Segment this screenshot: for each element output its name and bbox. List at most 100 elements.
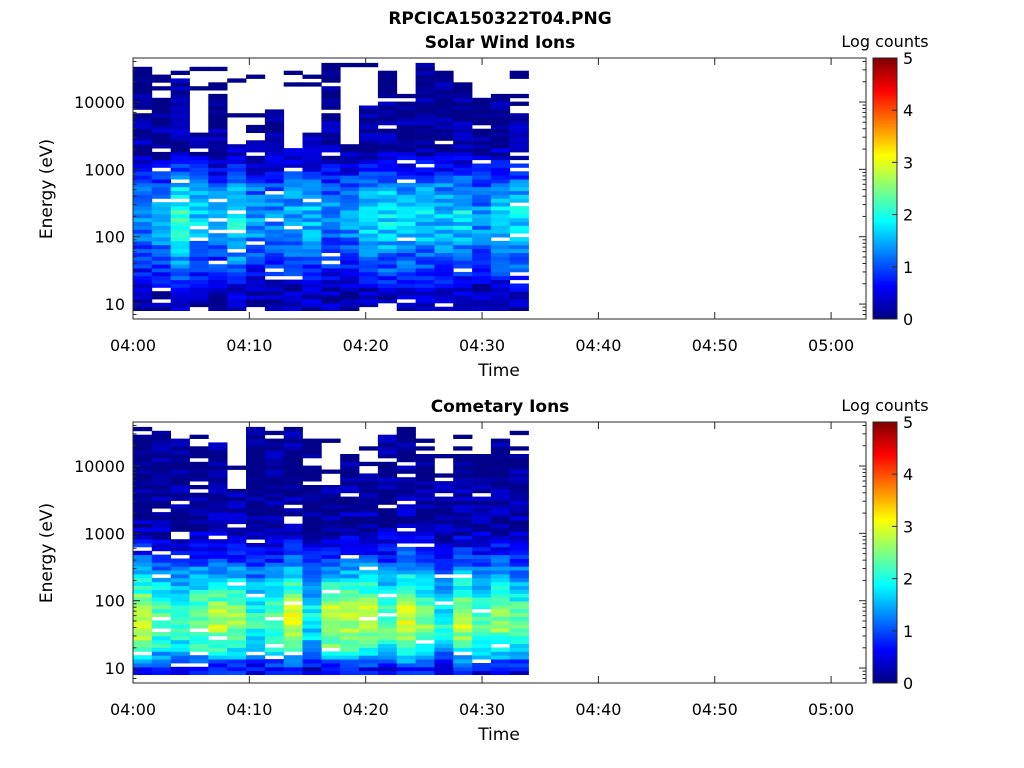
heatmap-cell	[302, 210, 322, 215]
heatmap-cell	[396, 167, 416, 172]
heatmap-cell	[283, 566, 303, 571]
heatmap-cell	[359, 639, 379, 645]
heatmap-cell	[189, 639, 209, 645]
heatmap-cell	[302, 179, 322, 184]
heatmap-cell	[264, 109, 285, 114]
heatmap-cell	[340, 221, 360, 226]
heatmap-cell	[170, 82, 190, 87]
heatmap-cell	[189, 620, 209, 625]
heatmap-cell	[133, 500, 153, 505]
heatmap-cell	[133, 86, 153, 91]
heatmap-cell	[302, 132, 322, 137]
heatmap-cell	[151, 252, 171, 257]
heatmap-cell	[415, 306, 435, 311]
heatmap-cell	[151, 240, 171, 246]
heatmap-cell	[396, 240, 416, 246]
colorbar-label: Log counts	[841, 396, 928, 415]
heatmap-cell	[509, 171, 529, 176]
heatmap-cell	[321, 117, 341, 122]
heatmap-cell	[321, 597, 341, 602]
heatmap-cell	[377, 477, 398, 482]
heatmap-cell	[170, 105, 190, 110]
heatmap-cell	[208, 523, 228, 528]
heatmap-cell	[396, 639, 416, 645]
colorbar-tick-label: 2	[903, 206, 913, 225]
heatmap-cell	[208, 101, 228, 106]
heatmap-cell	[415, 632, 435, 637]
heatmap-cell	[415, 531, 435, 536]
heatmap-cell	[377, 248, 398, 253]
heatmap-cell	[509, 562, 529, 567]
heatmap-cell	[208, 504, 228, 509]
heatmap-cell	[396, 635, 416, 641]
heatmap-cell	[377, 581, 398, 586]
heatmap-cell	[377, 527, 398, 532]
heatmap-cell	[377, 287, 398, 292]
heatmap-cell	[340, 651, 360, 656]
heatmap-cell	[227, 240, 247, 246]
heatmap-cell	[396, 291, 416, 296]
heatmap-cell	[246, 550, 266, 556]
heatmap-cell	[133, 461, 153, 467]
heatmap-cell	[189, 666, 209, 672]
heatmap-cell	[509, 481, 529, 486]
heatmap-cell	[133, 670, 153, 675]
heatmap-cell	[509, 163, 529, 168]
heatmap-cell	[227, 163, 247, 168]
heatmap-cell	[264, 601, 285, 606]
heatmap-cell	[377, 179, 398, 184]
heatmap-cell	[415, 504, 435, 509]
heatmap-cell	[302, 182, 322, 188]
heatmap-cell	[264, 248, 285, 253]
heatmap-cell	[434, 90, 454, 95]
heatmap-cell	[227, 256, 247, 261]
heatmap-cell	[359, 473, 379, 478]
heatmap-cell	[208, 140, 228, 145]
heatmap-cell	[453, 159, 473, 164]
heatmap-cell	[133, 531, 153, 536]
heatmap-cell	[170, 616, 190, 621]
heatmap-cell	[396, 539, 416, 544]
heatmap-cell	[472, 182, 492, 188]
heatmap-cell	[151, 523, 171, 528]
heatmap-cell	[340, 283, 360, 288]
heatmap-cell	[472, 508, 492, 513]
heatmap-cell	[453, 570, 473, 575]
heatmap-cell	[453, 562, 473, 567]
heatmap-cell	[302, 302, 322, 308]
heatmap-cell	[264, 504, 285, 509]
heatmap-cell	[133, 639, 153, 645]
heatmap-cell	[340, 639, 360, 645]
heatmap-cell	[302, 264, 322, 269]
heatmap-cell	[340, 244, 360, 250]
heatmap-cell	[490, 604, 511, 610]
heatmap-cell	[189, 86, 209, 91]
heatmap-cell	[208, 481, 228, 486]
heatmap-cell	[472, 121, 492, 126]
heatmap-cell	[227, 632, 247, 637]
heatmap-cell	[434, 481, 454, 486]
heatmap-cell	[321, 113, 341, 118]
heatmap-cell	[340, 647, 360, 652]
heatmap-cell	[189, 202, 209, 207]
heatmap-cell	[189, 248, 209, 253]
heatmap-cell	[453, 515, 473, 521]
heatmap-cell	[415, 78, 435, 83]
heatmap-cell	[434, 488, 454, 494]
heatmap-cell	[302, 206, 322, 211]
heatmap-cell	[264, 473, 285, 478]
heatmap-cell	[208, 66, 228, 72]
heatmap-cell	[151, 473, 171, 478]
heatmap-cell	[415, 291, 435, 296]
heatmap-cell	[453, 620, 473, 625]
heatmap-cell	[170, 465, 190, 470]
heatmap-cell	[509, 93, 529, 99]
heatmap-cell	[377, 78, 398, 83]
heatmap-cell	[264, 543, 285, 548]
heatmap-cell	[509, 287, 529, 292]
heatmap-cell	[283, 221, 303, 226]
heatmap-cell	[189, 206, 209, 211]
heatmap-cell	[227, 593, 247, 598]
heatmap-cell	[133, 244, 153, 250]
heatmap-cell	[321, 217, 341, 222]
